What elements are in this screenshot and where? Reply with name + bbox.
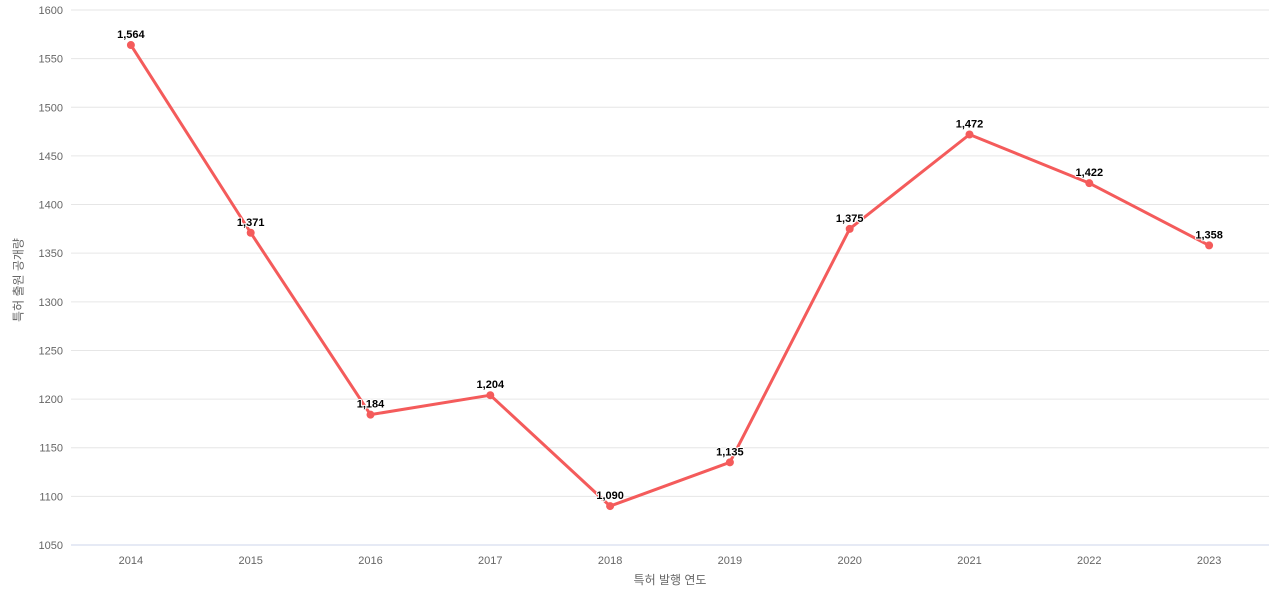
x-axis-tick-label: 2014	[119, 555, 143, 567]
data-point-2019[interactable]	[725, 458, 734, 467]
data-point-label-2022: 1,422	[1076, 167, 1104, 179]
data-point-2015[interactable]	[246, 228, 255, 237]
x-axis-tick-label: 2017	[478, 555, 502, 567]
y-axis-tick-label: 1450	[39, 151, 63, 163]
data-point-label-2020: 1,375	[836, 213, 864, 225]
data-point-2017[interactable]	[486, 391, 495, 400]
y-axis-tick-label: 1250	[39, 345, 63, 357]
data-point-label-2015: 1,371	[237, 217, 265, 229]
data-point-label-2019: 1,135	[716, 446, 744, 458]
y-axis-tick-label: 1200	[39, 394, 63, 406]
data-point-2022[interactable]	[1085, 179, 1094, 188]
data-point-2023[interactable]	[1205, 241, 1214, 250]
series-line	[129, 43, 1211, 508]
x-axis-tick-label: 2019	[718, 555, 742, 567]
data-point-label-2017: 1,204	[477, 379, 505, 391]
data-point-2014[interactable]	[126, 41, 135, 50]
x-axis-tick-label: 2016	[358, 555, 382, 567]
y-axis-tick-label: 1500	[39, 102, 63, 114]
data-point-label-2014: 1,564	[117, 29, 145, 41]
y-axis-tick-label: 1350	[39, 248, 63, 260]
data-point-label-2016: 1,184	[357, 399, 385, 411]
y-axis-tick-label: 1550	[39, 54, 63, 66]
y-axis-tick-label: 1600	[39, 5, 63, 17]
y-axis-tick-label: 1300	[39, 297, 63, 309]
data-point-label-2021: 1,472	[956, 119, 984, 131]
x-axis-tick-label: 2022	[1077, 555, 1101, 567]
x-axis-tick-label: 2021	[957, 555, 981, 567]
x-axis-title: 특허 발행 연도	[633, 573, 707, 587]
data-point-label-2023: 1,358	[1195, 229, 1223, 241]
y-axis-tick-label: 1050	[39, 540, 63, 552]
y-axis-tick-label: 1150	[39, 443, 63, 455]
data-point-2018[interactable]	[606, 502, 615, 511]
y-axis-tick-label: 1100	[39, 491, 63, 503]
data-point-2020[interactable]	[845, 224, 854, 233]
y-axis-tick-label: 1400	[39, 200, 63, 212]
x-axis-tick-label: 2018	[598, 555, 622, 567]
y-axis-title: 특허 출원 공개량	[11, 238, 26, 322]
x-axis-tick-label: 2020	[837, 555, 861, 567]
x-axis-tick-label: 2015	[238, 555, 262, 567]
data-point-label-2018: 1,090	[596, 490, 624, 502]
data-point-2016[interactable]	[366, 410, 375, 419]
x-axis-tick-label: 2023	[1197, 555, 1221, 567]
data-point-2021[interactable]	[965, 130, 974, 139]
